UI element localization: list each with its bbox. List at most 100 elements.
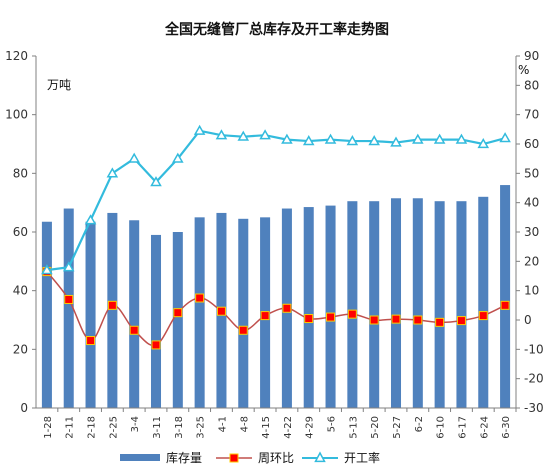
x-axis-tick-label: 6-30 xyxy=(501,416,512,439)
x-axis-tick-label: 5-20 xyxy=(370,416,381,439)
inventory-bar xyxy=(63,208,74,408)
week-on-week-point xyxy=(500,300,510,310)
utilization-rate-point xyxy=(302,135,315,146)
x-axis-tick-label: 4-29 xyxy=(305,416,316,439)
right-axis-tick-label: 20 xyxy=(524,254,539,268)
week-on-week-point xyxy=(413,315,423,325)
x-axis-tick-label: 2-11 xyxy=(65,416,76,439)
week-on-week-point xyxy=(304,314,314,324)
left-axis-tick-label: 80 xyxy=(13,166,28,180)
utilization-rate-point xyxy=(128,152,140,163)
x-axis-tick-label: 6-10 xyxy=(436,416,447,439)
utilization-rate-point xyxy=(433,133,446,144)
legend-marker-week-on-week xyxy=(229,453,239,463)
left-axis-tick-label: 60 xyxy=(13,225,28,239)
inventory-bar xyxy=(172,232,183,408)
inventory-bar xyxy=(500,185,511,408)
utilization-rate-point xyxy=(499,132,511,143)
inventory-bar xyxy=(150,234,162,408)
right-axis-tick-label: -20 xyxy=(524,372,544,386)
week-on-week-point xyxy=(456,316,466,326)
x-axis: 1-28 2-11 2-18 2-25 3-4 3-11 3-18 3-25 4-1 4-8 4-1… xyxy=(36,407,517,439)
legend-label: 周环比 xyxy=(258,451,294,465)
utilization-rate-point xyxy=(390,136,402,147)
week-on-week-point xyxy=(216,306,226,316)
utilization-rate-point xyxy=(193,124,206,135)
right-axis-tick-label: 60 xyxy=(524,137,539,151)
left-axis-tick-label: 0 xyxy=(20,401,28,415)
week-on-week-point xyxy=(478,311,488,321)
x-axis-tick-label: 4-15 xyxy=(261,416,272,439)
utilization-rate-point xyxy=(455,133,468,144)
x-axis-tick-label: 3-25 xyxy=(196,416,207,439)
right-axis-tick-label: 90 xyxy=(524,49,539,63)
utilization-rate-point xyxy=(477,137,490,149)
utilization-rate-point xyxy=(324,133,337,144)
x-axis-tick-label: 2-18 xyxy=(87,416,98,439)
right-axis-tick-label: 0 xyxy=(524,313,532,327)
week-on-week-point xyxy=(173,308,183,318)
inventory-bar xyxy=(325,205,336,408)
x-axis-tick-label: 6-2 xyxy=(414,416,425,432)
x-axis-tick-label: 5-6 xyxy=(327,416,338,432)
legend-marker-utilization-rate xyxy=(314,451,326,463)
week-on-week-point xyxy=(391,314,401,324)
left-axis-tick-label: 20 xyxy=(13,342,28,356)
right-axis-tick-label: -30 xyxy=(524,401,544,415)
chart-title: 全国无缝管厂总库存及开工率走势图 xyxy=(164,21,389,38)
x-axis-tick-label: 3-4 xyxy=(130,416,141,432)
x-axis-tick-label: 4-22 xyxy=(283,416,294,439)
left-axis-tick-label: 120 xyxy=(5,49,28,63)
right-axis-unit: % xyxy=(518,63,529,77)
left-axis: 0 20 40 60 80 100 120 xyxy=(5,49,37,415)
x-axis-tick-label: 3-18 xyxy=(174,416,185,439)
week-on-week-point xyxy=(435,317,445,327)
week-on-week-point xyxy=(107,300,117,310)
right-axis-tick-label: -10 xyxy=(524,342,544,356)
utilization-rate-line xyxy=(46,129,506,272)
inventory-bar xyxy=(303,207,314,408)
right-axis: -30 -20 -10 0 10 20 30 40 50 60 70 80 90 xyxy=(515,49,544,415)
right-axis-tick-label: 70 xyxy=(524,108,539,122)
x-axis-tick-label: 3-11 xyxy=(152,416,163,439)
series-lines xyxy=(41,124,511,350)
week-on-week-point xyxy=(260,311,270,321)
utilization-rate-point xyxy=(215,129,228,140)
utilization-rate-point xyxy=(84,214,97,225)
utilization-rate-point xyxy=(346,135,359,146)
right-axis-tick-label: 10 xyxy=(524,284,539,298)
x-axis-tick-label: 5-27 xyxy=(392,416,403,439)
utilization-rate-point xyxy=(172,152,184,163)
legend: 库存量 周环比 开工率 xyxy=(120,450,380,465)
week-on-week-point xyxy=(347,309,357,319)
utilization-rate-point xyxy=(412,133,424,144)
inventory-bars xyxy=(41,185,511,408)
week-on-week-line xyxy=(46,271,506,347)
inventory-bar xyxy=(107,212,118,408)
utilization-rate-point xyxy=(281,133,293,144)
x-axis-tick-label: 4-8 xyxy=(239,416,250,432)
inventory-bar xyxy=(129,220,140,408)
right-axis-tick-label: 40 xyxy=(524,196,539,210)
legend-label: 开工率 xyxy=(344,450,380,465)
inventory-bar xyxy=(478,196,489,408)
left-axis-tick-label: 100 xyxy=(5,108,28,122)
week-on-week-point xyxy=(238,325,248,335)
week-on-week-point xyxy=(151,340,161,350)
week-on-week-point xyxy=(326,312,336,322)
utilization-rate-point xyxy=(62,261,75,272)
inventory-bar xyxy=(412,198,423,408)
week-on-week-point xyxy=(195,293,205,303)
left-axis-tick-label: 40 xyxy=(13,284,28,298)
week-on-week-point xyxy=(369,315,379,325)
x-axis-tick-label: 6-17 xyxy=(457,416,468,439)
utilization-rate-point xyxy=(106,167,119,178)
x-axis-tick-label: 1-28 xyxy=(43,416,54,439)
legend-label: 库存量 xyxy=(166,450,202,465)
x-axis-tick-label: 6-24 xyxy=(479,416,490,439)
inventory-bar xyxy=(434,201,445,408)
week-on-week-point xyxy=(129,325,139,335)
x-axis-tick-label: 2-25 xyxy=(108,416,119,439)
